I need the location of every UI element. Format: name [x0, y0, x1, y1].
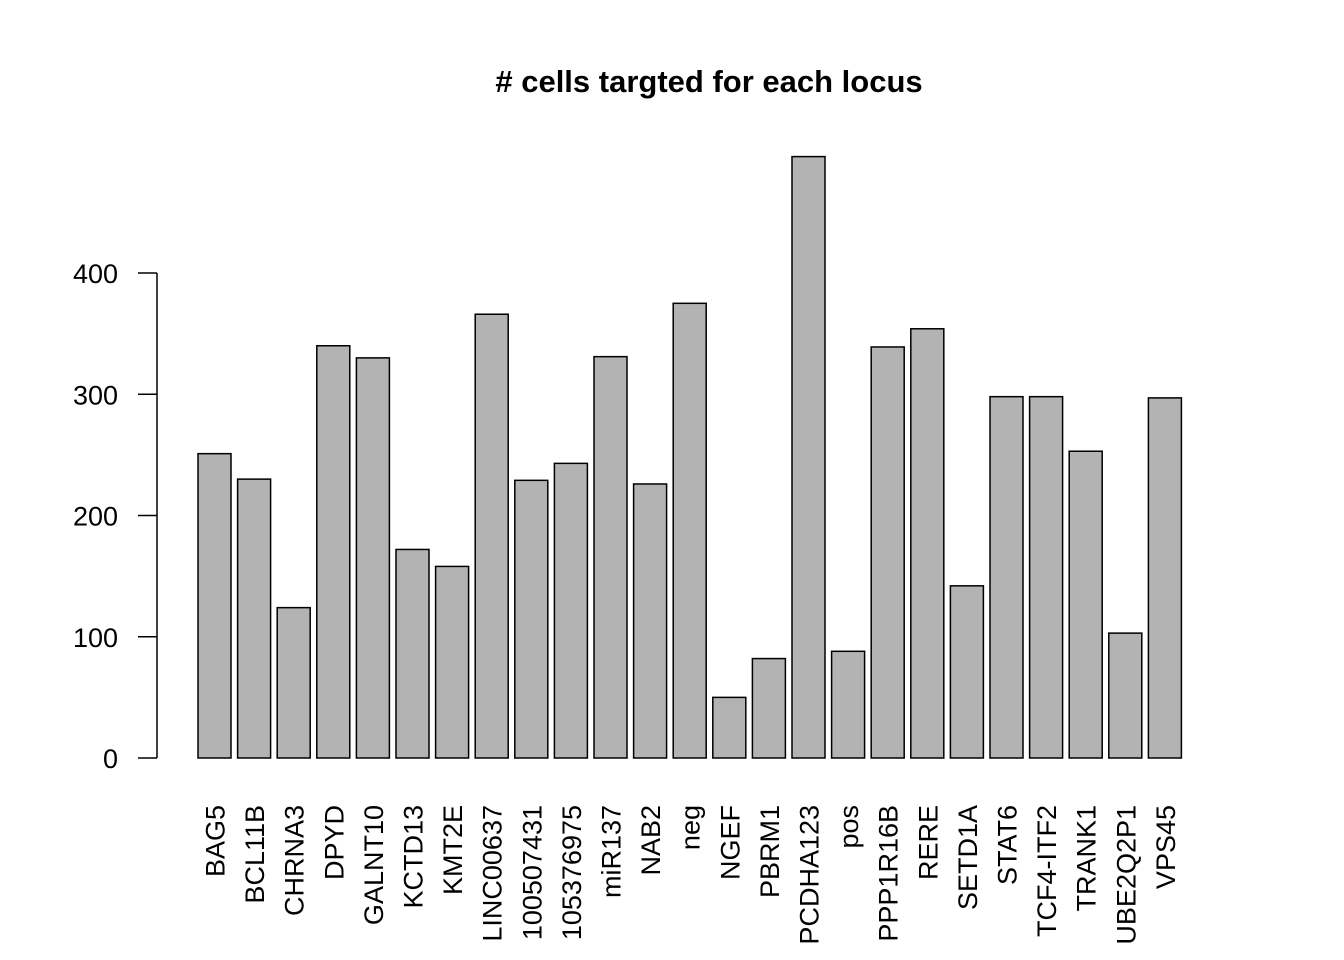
x-tick-label: LINC00637 — [478, 805, 508, 942]
bar — [276, 606, 311, 759]
y-tick-label: 100 — [73, 623, 118, 653]
bar — [989, 395, 1024, 759]
bar — [474, 313, 509, 759]
bar — [434, 565, 470, 759]
x-tick-label: BCL11B — [240, 805, 270, 904]
x-tick-label: VPS45 — [1151, 805, 1181, 889]
bar — [553, 462, 589, 759]
bar — [830, 650, 866, 759]
x-tick-label: PBRM1 — [755, 805, 785, 898]
x-tick-label: STAT6 — [993, 805, 1023, 885]
x-tick-label: 105376975 — [557, 805, 587, 940]
x-tick-label: NGEF — [715, 805, 745, 880]
bar — [593, 355, 628, 759]
bar — [1068, 450, 1103, 759]
x-tick-label: DPYD — [319, 805, 349, 880]
x-tick-label: PPP1R16B — [874, 805, 904, 942]
y-tick-label: 200 — [73, 502, 118, 532]
bar — [316, 345, 351, 759]
bar — [751, 657, 787, 759]
bar — [236, 478, 272, 759]
x-tick-label: TCF4-ITF2 — [1032, 805, 1062, 937]
bar — [712, 696, 747, 759]
x-tick-label: TRANK1 — [1072, 805, 1102, 912]
bar — [791, 155, 826, 759]
bar — [1028, 395, 1064, 759]
y-tick-label: 300 — [73, 380, 118, 410]
bar — [1147, 397, 1183, 759]
x-tick-label: miR137 — [597, 805, 627, 898]
bar — [514, 479, 549, 759]
x-tick-label: SETD1A — [953, 805, 983, 910]
y-tick-label: 400 — [73, 259, 118, 289]
x-tick-label: NAB2 — [636, 805, 666, 876]
bar — [870, 346, 905, 759]
chart-title: # cells targted for each locus — [495, 64, 922, 99]
bar — [632, 483, 668, 759]
bar — [197, 452, 232, 759]
x-tick-label: BAG5 — [201, 805, 231, 877]
y-tick-label: 0 — [103, 744, 118, 774]
bar — [355, 357, 391, 759]
bar — [1108, 632, 1143, 759]
x-tick-label: neg — [676, 805, 706, 850]
bar — [949, 585, 985, 759]
x-tick-label: CHRNA3 — [280, 805, 310, 916]
x-tick-label: 100507431 — [517, 805, 547, 940]
x-tick-label: PCDHA123 — [795, 805, 825, 945]
bar — [672, 302, 707, 759]
x-tick-label: KMT2E — [438, 805, 468, 895]
x-tick-label: UBE2Q2P1 — [1111, 805, 1141, 945]
bar — [910, 328, 945, 759]
x-tick-label: RERE — [913, 805, 943, 880]
x-tick-label: KCTD13 — [399, 805, 429, 909]
bar — [395, 548, 430, 759]
x-tick-label: GALNT10 — [359, 805, 389, 925]
x-tick-label: pos — [834, 805, 864, 849]
